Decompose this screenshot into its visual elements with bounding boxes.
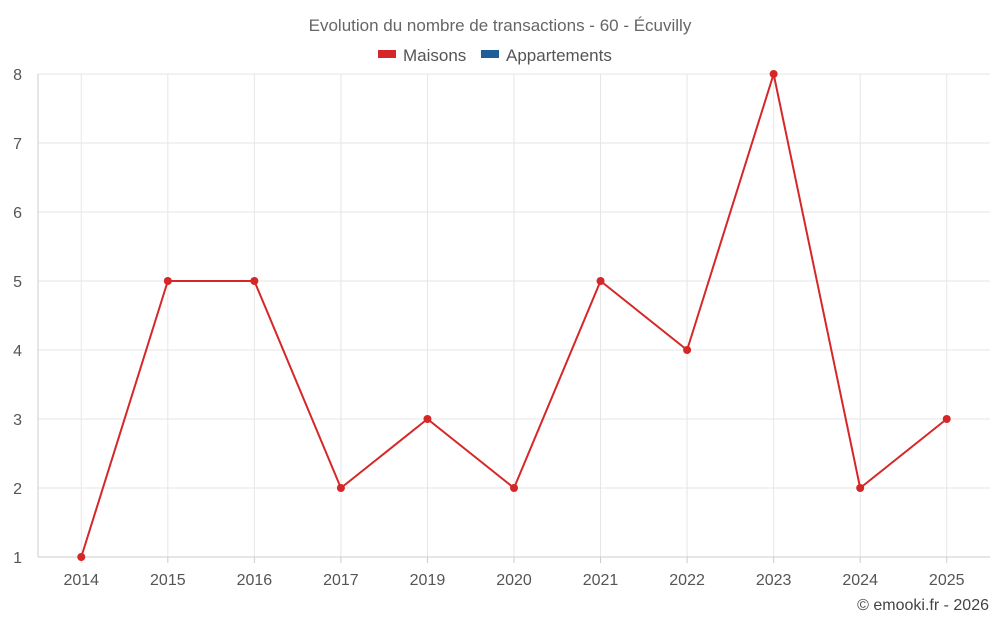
credit-text: © emooki.fr - 2026 bbox=[857, 597, 989, 614]
data-point[interactable] bbox=[856, 484, 865, 492]
x-tick-label: 2022 bbox=[669, 572, 705, 589]
x-tick-label: 2020 bbox=[496, 572, 532, 589]
data-point[interactable] bbox=[942, 415, 951, 423]
x-tick-label: 2024 bbox=[842, 572, 878, 589]
y-tick-label: 5 bbox=[13, 274, 22, 291]
x-tick-label: 2017 bbox=[323, 572, 359, 589]
x-tick-label: 2023 bbox=[756, 572, 792, 589]
y-tick-label: 4 bbox=[13, 343, 22, 360]
y-tick-label: 6 bbox=[13, 205, 22, 222]
legend: Maisons Appartements bbox=[378, 46, 612, 65]
x-tick-label: 2015 bbox=[150, 572, 186, 589]
y-tick-label: 1 bbox=[13, 550, 22, 567]
data-point[interactable] bbox=[769, 70, 778, 78]
data-point[interactable] bbox=[683, 346, 692, 354]
data-point[interactable] bbox=[163, 277, 172, 285]
y-tick-label: 8 bbox=[13, 67, 22, 84]
x-tick-label: 2014 bbox=[63, 572, 99, 589]
data-point[interactable] bbox=[423, 415, 432, 423]
legend-swatch-appartements bbox=[481, 50, 499, 58]
chart-title: Evolution du nombre de transactions - 60… bbox=[309, 16, 692, 35]
y-tick-label: 2 bbox=[13, 481, 22, 498]
x-tick-label: 2019 bbox=[410, 572, 446, 589]
series-maisons bbox=[77, 70, 951, 561]
x-tick-label: 2016 bbox=[237, 572, 273, 589]
legend-item-appartements[interactable]: Appartements bbox=[481, 46, 612, 65]
data-point[interactable] bbox=[250, 277, 259, 285]
grid bbox=[38, 73, 990, 557]
data-point[interactable] bbox=[596, 277, 605, 285]
data-point[interactable] bbox=[510, 484, 518, 492]
x-tick-label: 2025 bbox=[929, 572, 965, 589]
axes: 1 2 3 4 5 6 7 8 2014 2015 2016 2017 2019 2020 2021 2022… bbox=[13, 67, 990, 589]
legend-swatch-maisons bbox=[378, 50, 396, 58]
y-tick-label: 7 bbox=[13, 136, 22, 153]
legend-label-maisons: Maisons bbox=[403, 46, 466, 65]
y-tick-label: 3 bbox=[13, 412, 22, 429]
x-tick-label: 2021 bbox=[583, 572, 619, 589]
legend-item-maisons[interactable]: Maisons bbox=[378, 46, 466, 65]
legend-label-appartements: Appartements bbox=[506, 46, 612, 65]
data-point[interactable] bbox=[77, 553, 86, 561]
data-point[interactable] bbox=[336, 484, 345, 492]
